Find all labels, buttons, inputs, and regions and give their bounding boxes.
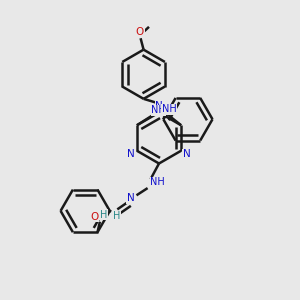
Text: NH: NH <box>162 104 177 114</box>
Text: H: H <box>113 211 120 221</box>
Text: N: N <box>183 149 191 159</box>
Text: H: H <box>100 210 107 220</box>
Text: O: O <box>136 27 144 37</box>
Text: O: O <box>90 212 99 222</box>
Text: N: N <box>127 193 134 203</box>
Text: NH: NH <box>151 105 166 115</box>
Text: NH: NH <box>150 177 165 187</box>
Text: N: N <box>127 149 135 159</box>
Text: N: N <box>155 101 163 111</box>
